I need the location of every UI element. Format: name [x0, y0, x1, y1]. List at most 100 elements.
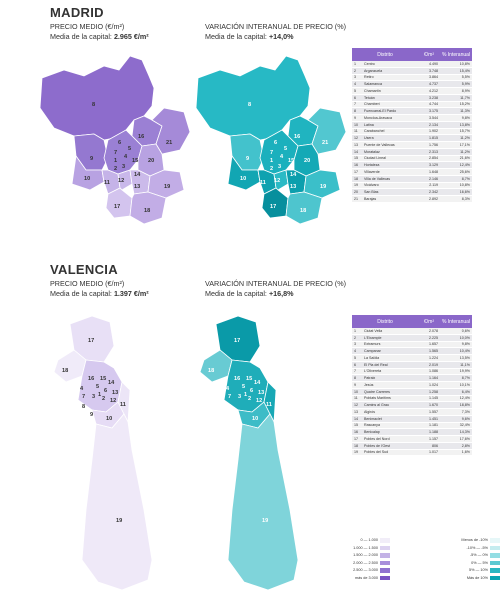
valencia-row-price: 1.017 — [418, 449, 440, 457]
valencia-row-index: 3 — [352, 341, 362, 349]
valencia-table-row: 15 Rascanya 1.181 32,4% — [352, 422, 472, 430]
legend-var-label: 0% — 5% — [471, 560, 488, 565]
madrid-price-title: PRECIO MEDIO (€/m²) — [50, 22, 125, 31]
legend-price-label: 1.500 — 2.000 — [353, 553, 378, 558]
madrid-row-index: 18 — [352, 175, 362, 183]
madrid-row-index: 21 — [352, 195, 362, 203]
madrid-table-row: 7 Chamberí 4.744 15,2% — [352, 101, 472, 109]
valencia-price-label-5: 5 — [96, 384, 99, 390]
madrid-var-center-block[interactable] — [259, 129, 299, 175]
valencia-row-district: El Pla del Real — [362, 361, 418, 369]
madrid-table-row: 21 Barajas 2.892 8,3% — [352, 195, 472, 203]
valencia-row-district: L'Eixample — [362, 334, 418, 342]
valencia-row-price: 806 — [418, 442, 440, 450]
madrid-row-district: Puente de Vallecas — [362, 141, 418, 149]
valencia-row-price: 1.451 — [418, 415, 440, 423]
madrid-district-21[interactable] — [151, 107, 191, 155]
valencia-table-row: 6 El Pla del Real 2.019 11,1% — [352, 361, 472, 369]
madrid-row-variation: 5,9% — [440, 80, 472, 88]
madrid-row-index: 15 — [352, 155, 362, 163]
valencia-var-label-3: 3 — [238, 394, 241, 400]
madrid-table-row: 5 Chamartín 4.212 8,9% — [352, 87, 472, 95]
valencia-price-label-13: 13 — [112, 390, 118, 396]
madrid-var-avg-value: +14,0% — [268, 32, 294, 41]
madrid-center-block[interactable] — [103, 129, 143, 175]
madrid-row-variation: 15,4% — [440, 67, 472, 75]
valencia-row-district: Pobles del Sud — [362, 449, 418, 457]
madrid-var-district-18[interactable] — [285, 191, 323, 225]
madrid-row-price: 3.238 — [418, 94, 440, 102]
valencia-price-label-19: 19 — [116, 518, 122, 524]
madrid-row-variation: 16,6% — [440, 188, 472, 196]
madrid-row-variation: 12,4% — [440, 161, 472, 169]
madrid-price-label-12: 12 — [118, 178, 124, 184]
valencia-row-district: Patraix — [362, 374, 418, 382]
madrid-table-row: 2 Arganzuela 3.748 15,4% — [352, 67, 472, 75]
madrid-table-row: 11 Carabanchel 1.902 15,7% — [352, 128, 472, 136]
madrid-var-label-13: 13 — [290, 184, 296, 190]
valencia-row-variation: 1,6% — [440, 449, 472, 457]
valencia-var-district-19[interactable] — [227, 413, 299, 591]
valencia-price-label-4: 4 — [80, 386, 84, 392]
valencia-var-title: VARIACIÓN INTERANUAL DE PRECIO (%) — [205, 279, 346, 288]
madrid-row-price: 1.756 — [418, 141, 440, 149]
valencia-district-11[interactable] — [117, 381, 131, 424]
valencia-var-label-15: 15 — [246, 376, 252, 382]
madrid-var-avg-label: Media de la capital: — [205, 32, 267, 41]
valencia-row-variation: 9,6% — [440, 415, 472, 423]
madrid-row-district: Moratalaz — [362, 148, 418, 156]
madrid-price-label-19: 19 — [164, 184, 170, 190]
valencia-district-19[interactable] — [81, 413, 153, 591]
madrid-var-label-19: 19 — [320, 184, 326, 190]
valencia-row-variation: 11,1% — [440, 361, 472, 369]
madrid-row-district: Tetuán — [362, 94, 418, 102]
madrid-row-variation: 10,8% — [440, 182, 472, 190]
madrid-district-12[interactable] — [117, 169, 133, 191]
valencia-row-index: 1 — [352, 328, 362, 335]
legend-price-label: 2.500 — 3.000 — [353, 568, 378, 573]
valencia-var-label-11: 11 — [266, 402, 272, 408]
valencia-row-variation: 17,6% — [440, 435, 472, 443]
valencia-price-map: 17 18 16 15 14 5 4 6 13 7 3 1 2 12 8 11 … — [53, 315, 153, 591]
valencia-var-district-11[interactable] — [263, 381, 277, 424]
valencia-price-avg-label: Media de la capital: — [50, 289, 112, 298]
valencia-table-row: 19 Pobles del Sud 1.017 1,6% — [352, 449, 472, 457]
legend-price-item: 1.000 — 1.500 — [340, 545, 390, 554]
madrid-row-index: 1 — [352, 61, 362, 68]
madrid-var-label-17: 17 — [270, 204, 276, 210]
valencia-var-label-7: 7 — [228, 394, 231, 400]
valencia-table-row: 2 L'Eixample 2.225 10,0% — [352, 334, 472, 342]
valencia-row-variation: 8,7% — [440, 374, 472, 382]
valencia-var-label-8: 8 — [228, 404, 231, 410]
madrid-var-district-21[interactable] — [307, 107, 347, 155]
madrid-var-district-12[interactable] — [273, 169, 289, 191]
valencia-price-label-1: 1 — [98, 392, 101, 398]
valencia-row-price: 1.657 — [418, 341, 440, 349]
madrid-row-variation: 5,5% — [440, 74, 472, 82]
legend-var: Menos de -10% -10% — -5% -5% — 0% 0% — 5% 5%… — [450, 538, 500, 583]
valencia-row-index: 15 — [352, 422, 362, 430]
madrid-row-district: Hortaleza — [362, 161, 418, 169]
legend-var-label: -10% — -5% — [466, 545, 488, 550]
madrid-row-price: 4.212 — [418, 87, 440, 95]
valencia-row-price: 2.225 — [418, 334, 440, 342]
madrid-row-price: 3.748 — [418, 67, 440, 75]
valencia-row-district: Extramurs — [362, 341, 418, 349]
madrid-row-index: 5 — [352, 87, 362, 95]
madrid-var-label-4: 4 — [280, 154, 284, 160]
legend-var-swatch — [490, 568, 500, 573]
madrid-row-index: 13 — [352, 141, 362, 149]
madrid-row-index: 12 — [352, 134, 362, 142]
valencia-row-index: 11 — [352, 395, 362, 403]
legend-var-swatch — [490, 538, 500, 543]
madrid-row-district: Villaverde — [362, 168, 418, 176]
valencia-var-label-4: 4 — [226, 386, 230, 392]
valencia-table-row: 9 Jesús 1.024 10,1% — [352, 381, 472, 389]
madrid-row-price: 2.313 — [418, 148, 440, 156]
madrid-district-18[interactable] — [129, 191, 167, 225]
madrid-table-row: 18 Villa de Vallecas 2.146 8,7% — [352, 175, 472, 183]
valencia-row-price: 1.086 — [418, 368, 440, 376]
valencia-table-row: 10 Quatre Carreres 1.258 6,4% — [352, 388, 472, 396]
legend-price-swatch — [380, 560, 390, 566]
legend-price-item: 1.500 — 2.000 — [340, 553, 390, 561]
